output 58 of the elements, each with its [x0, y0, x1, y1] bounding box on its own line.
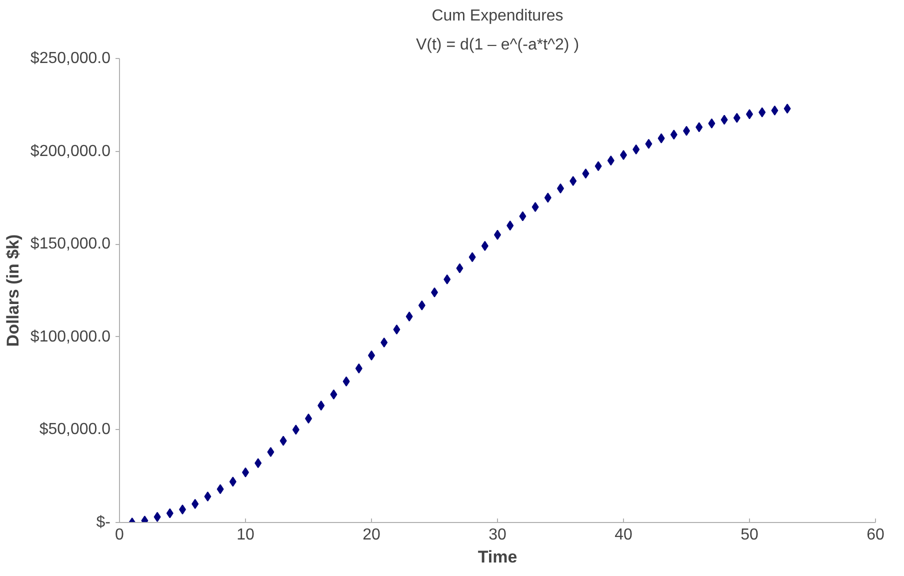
point	[192, 498, 199, 509]
point	[393, 324, 400, 334]
point	[519, 211, 526, 222]
point	[481, 240, 488, 251]
y-tick-label: $250,000.0	[30, 50, 111, 67]
point	[696, 122, 703, 132]
point	[582, 168, 590, 179]
point	[254, 458, 262, 468]
y-tick-label: $200,000.0	[30, 142, 111, 160]
point	[771, 105, 778, 116]
point	[166, 508, 174, 518]
point	[645, 138, 652, 149]
point	[632, 144, 640, 154]
point	[229, 476, 236, 487]
point	[720, 114, 728, 125]
point	[204, 492, 212, 502]
point	[418, 300, 426, 310]
y-tick-label: $150,000.0	[30, 236, 111, 253]
y-axis-title: Dollars (in $k)	[3, 234, 22, 347]
x-tick-label: 30	[488, 526, 506, 544]
chart-title: Cum Expenditures	[432, 8, 564, 24]
x-tick-label: 20	[362, 526, 380, 544]
point	[733, 112, 740, 123]
point	[318, 400, 325, 411]
point	[380, 337, 388, 348]
point	[758, 107, 766, 118]
point	[544, 192, 552, 203]
y-tick-label: $-	[96, 514, 111, 531]
point	[594, 161, 602, 172]
point	[154, 512, 161, 522]
x-tick-label: 60	[866, 526, 884, 544]
point	[330, 389, 338, 400]
point	[708, 118, 716, 128]
point	[532, 202, 539, 212]
x-tick-label: 40	[614, 526, 632, 544]
y-tick-label: $100,000.0	[30, 328, 111, 346]
point	[280, 436, 287, 446]
point	[784, 104, 791, 114]
point	[444, 274, 451, 284]
x-tick-label: 50	[740, 526, 758, 544]
x-tick-label: 10	[236, 526, 254, 544]
x-axis-title: Time	[478, 548, 518, 566]
point	[406, 311, 413, 322]
y-tick-label: $50,000.0	[39, 421, 111, 438]
point	[292, 424, 300, 435]
point	[570, 176, 577, 186]
point	[267, 446, 274, 457]
point	[607, 156, 614, 166]
point	[342, 376, 350, 386]
point	[670, 130, 678, 140]
point	[355, 363, 362, 374]
point	[216, 484, 224, 494]
point	[506, 220, 514, 231]
point	[456, 263, 464, 274]
x-tick-label: 0	[115, 526, 124, 544]
point	[658, 133, 665, 144]
chart-subtitle: V(t) = d(1 – e^(-a*t^2) )	[416, 36, 580, 54]
point	[468, 252, 476, 262]
